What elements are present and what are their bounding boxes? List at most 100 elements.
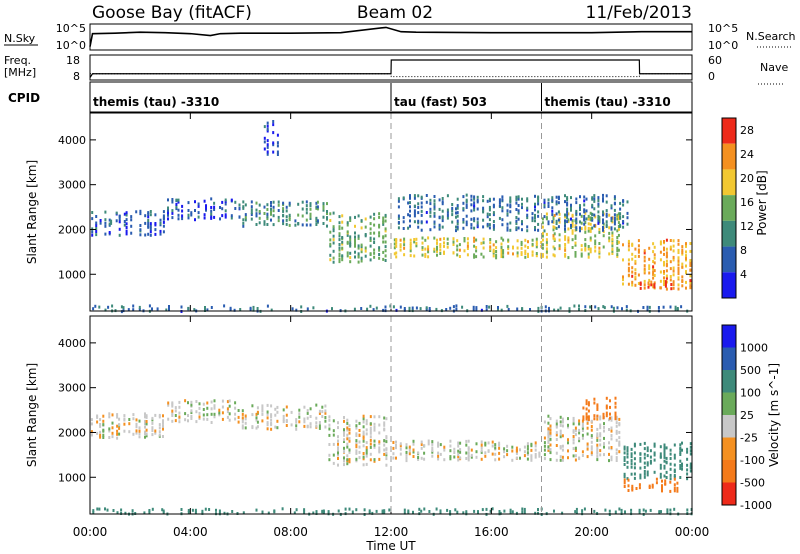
heatmap-cell	[655, 481, 658, 485]
noise-right-tick-bottom: 10^0	[708, 39, 738, 52]
heatmap-cell	[329, 258, 332, 262]
heatmap-cell	[648, 283, 651, 287]
heatmap-cell	[622, 278, 624, 282]
heatmap-cell	[581, 509, 584, 513]
heatmap-cell	[162, 424, 164, 428]
time-tick-label: 20:00	[574, 525, 609, 539]
heatmap-cell	[230, 198, 233, 202]
heatmap-cell	[190, 409, 193, 413]
heatmap-cell	[598, 242, 601, 245]
heatmap-cell	[549, 417, 552, 421]
heatmap-cell	[543, 420, 546, 424]
heatmap-cell	[652, 285, 655, 289]
heatmap-cell	[578, 439, 581, 443]
heatmap-cell	[385, 453, 388, 457]
heatmap-cell	[405, 443, 408, 447]
heatmap-cell	[369, 458, 372, 462]
heatmap-cell	[162, 210, 165, 214]
heatmap-cell	[566, 207, 569, 211]
heatmap-cell	[610, 305, 613, 309]
heatmap-cell	[418, 507, 421, 511]
heatmap-cell	[619, 212, 622, 216]
heatmap-cell	[328, 443, 331, 446]
heatmap-cell	[108, 415, 111, 419]
heatmap-cell	[429, 228, 432, 232]
heatmap-cell	[681, 250, 684, 254]
heatmap-cell	[605, 194, 608, 198]
heatmap-cell	[392, 446, 395, 450]
heatmap-cell	[515, 198, 518, 202]
heatmap-cell	[158, 426, 161, 430]
heatmap-cell	[373, 212, 376, 216]
heatmap-cell	[348, 431, 351, 435]
heatmap-cell	[618, 430, 621, 434]
heatmap-cell	[575, 201, 578, 205]
freq-line	[89, 59, 692, 78]
heatmap-cell	[578, 431, 581, 435]
heatmap-cell	[210, 412, 213, 416]
heatmap-cell	[407, 226, 410, 230]
heatmap-cell	[537, 195, 540, 199]
heatmap-cell	[573, 304, 576, 308]
heatmap-cell	[596, 449, 599, 453]
heatmap-cell	[665, 470, 668, 474]
cpid-panel-frame	[89, 81, 693, 113]
heatmap-cell	[537, 508, 539, 511]
heatmap-cell	[423, 451, 426, 455]
heatmap-cell	[190, 213, 193, 217]
heatmap-cell	[167, 403, 170, 407]
heatmap-cell	[473, 244, 476, 248]
heatmap-cell	[412, 450, 415, 454]
heatmap-cell	[187, 213, 190, 217]
heatmap-cell	[431, 446, 434, 450]
heatmap-cell	[162, 511, 165, 515]
heatmap-cell	[425, 200, 428, 204]
heatmap-cell	[190, 414, 193, 418]
heatmap-cell	[238, 206, 241, 210]
heatmap-cell	[586, 447, 589, 451]
heatmap-cell	[642, 508, 645, 512]
heatmap-cell	[95, 215, 98, 218]
heatmap-cell	[567, 425, 569, 429]
heatmap-cell	[412, 448, 415, 452]
heatmap-cell	[545, 212, 548, 216]
heatmap-cell	[413, 214, 416, 218]
heatmap-cell	[677, 239, 680, 243]
heatmap-cell	[548, 306, 550, 310]
heatmap-cell	[266, 208, 269, 211]
heatmap-cell	[552, 225, 555, 229]
heatmap-cell	[237, 415, 240, 419]
heatmap-cell	[557, 210, 560, 214]
heatmap-cell	[538, 451, 541, 455]
heatmap-cell	[420, 205, 423, 209]
noise-left-tick-top: 10^5	[56, 22, 86, 35]
heatmap-cell	[403, 253, 406, 257]
heatmap-cell	[417, 219, 420, 223]
heatmap-cell	[250, 205, 253, 209]
heatmap-cell	[567, 423, 569, 427]
heatmap-cell	[594, 245, 597, 249]
heatmap-cell	[597, 219, 600, 222]
heatmap-cell	[122, 306, 125, 310]
heatmap-cell	[369, 442, 372, 446]
heatmap-cell	[564, 213, 566, 217]
heatmap-cell	[543, 448, 546, 452]
heatmap-cell	[637, 248, 640, 252]
colorbar-tick-label: 12	[740, 220, 754, 233]
heatmap-cell	[587, 418, 590, 422]
heatmap-cell	[643, 447, 646, 451]
heatmap-cell	[664, 280, 667, 284]
heatmap-cell	[649, 508, 652, 512]
heatmap-cell	[552, 228, 555, 232]
heatmap-cell	[537, 511, 539, 515]
heatmap-cell	[316, 200, 319, 204]
heatmap-cell	[332, 241, 335, 245]
freq-right-label: Nave	[760, 61, 788, 74]
heatmap-cell	[480, 457, 483, 461]
heatmap-cell	[663, 453, 666, 457]
heatmap-cell	[343, 430, 345, 434]
heatmap-cell	[547, 439, 550, 443]
heatmap-cell	[420, 456, 423, 460]
heatmap-cell	[276, 141, 279, 145]
heatmap-cell	[348, 439, 351, 443]
